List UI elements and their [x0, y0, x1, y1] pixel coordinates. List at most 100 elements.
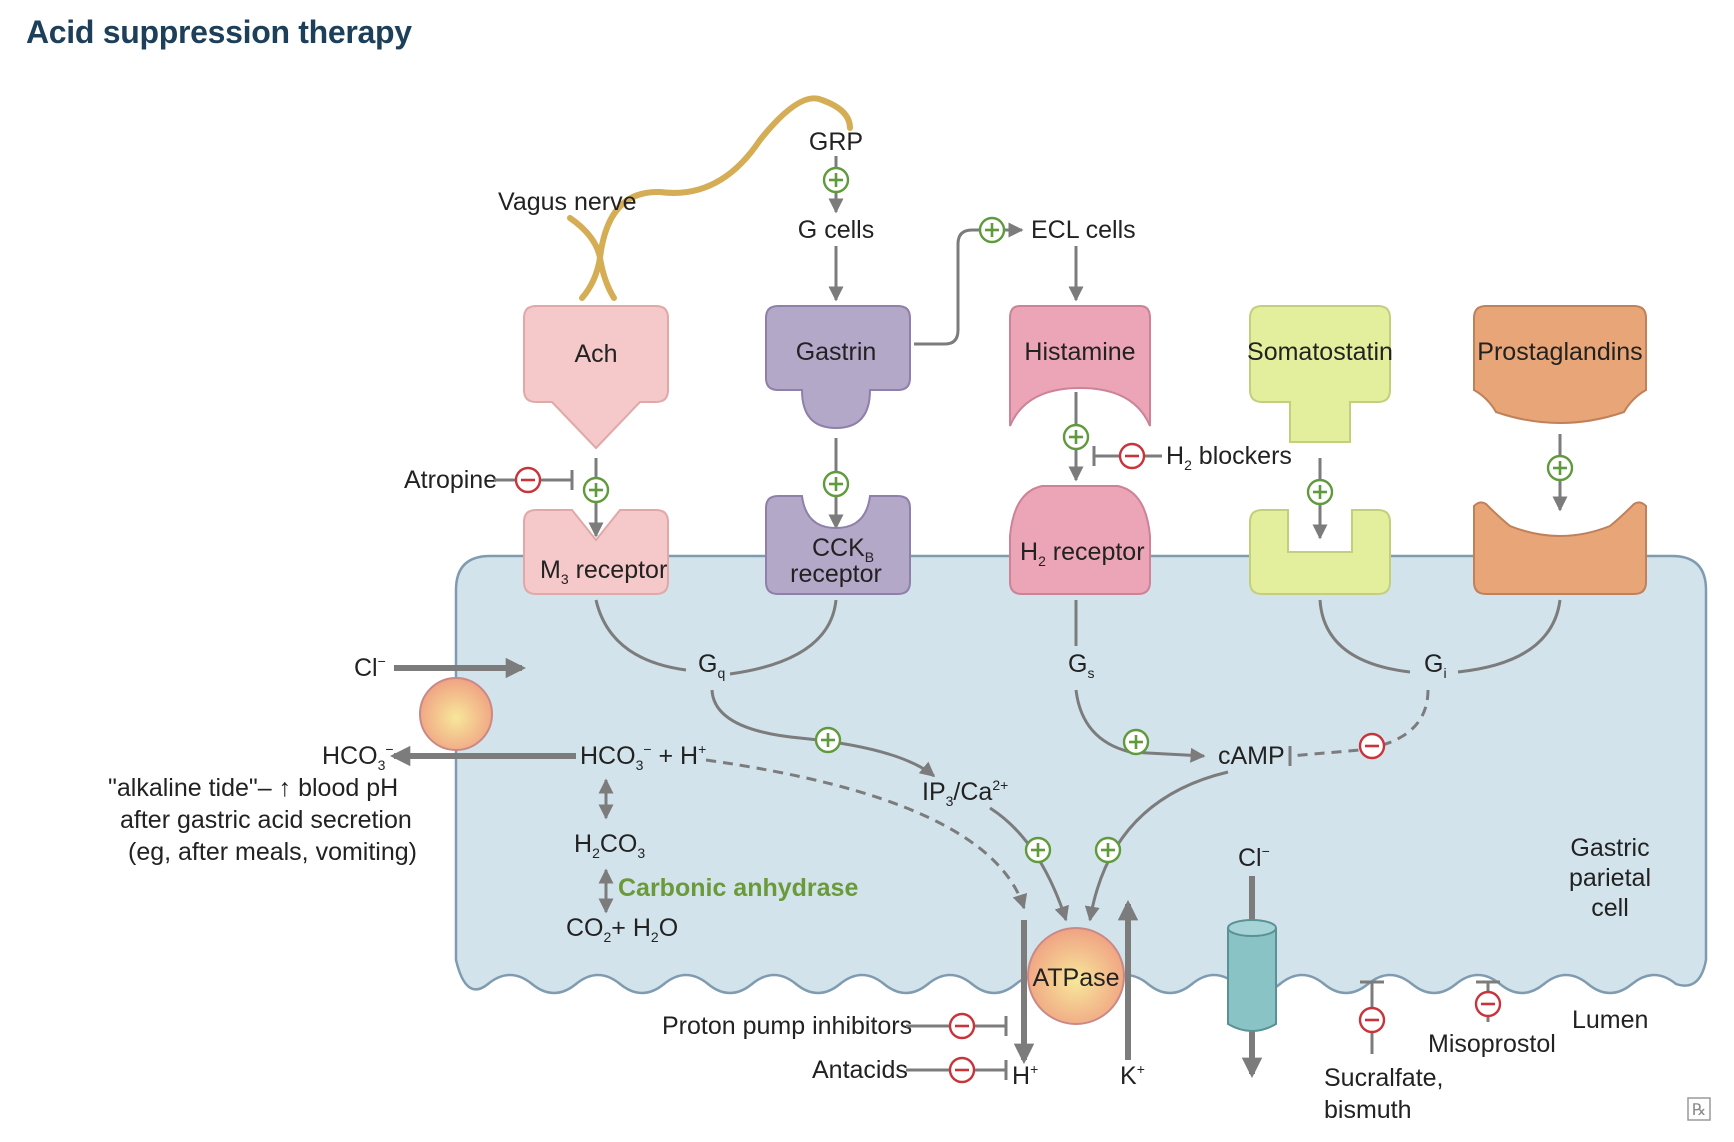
cell-label-3: cell	[1591, 894, 1629, 922]
ach-label: Ach	[574, 340, 617, 368]
co2-h: + H	[611, 914, 651, 942]
h2-blocker-sub: 2	[1184, 457, 1192, 473]
h2-blocker-rest: blockers	[1192, 442, 1292, 470]
h-to-atpase-dashed-arrow	[705, 758, 1028, 910]
ip3-sup: 2+	[992, 777, 1008, 793]
svg-text:"alkaline tide"– ↑ blood pH: "alkaline tide"– ↑ blood pH	[108, 774, 398, 802]
plus-icon	[582, 476, 610, 504]
cl-in-label: Cl	[354, 654, 378, 682]
svg-text:Gq: Gq	[698, 650, 725, 681]
g-cells-label: G cells	[798, 216, 874, 244]
m3-rest: receptor	[569, 556, 668, 584]
atpase-pump	[1027, 927, 1125, 1025]
plus-icon	[1122, 728, 1150, 756]
m3-label: M	[540, 556, 561, 584]
cl-in-minus: −	[378, 653, 386, 669]
ppi-label: Proton pump inhibitors	[662, 1012, 912, 1040]
gi-label: G	[1424, 650, 1443, 678]
vagus-nerve-label: Vagus nerve	[498, 188, 637, 216]
plus-icon	[822, 470, 850, 498]
plus-icon	[1094, 836, 1122, 864]
ssr-to-gi-line	[1318, 599, 1411, 674]
minus-icon	[1358, 1006, 1386, 1034]
cck-label: CCK	[812, 534, 865, 562]
gi-sub: i	[1443, 665, 1446, 681]
minus-icon	[948, 1012, 976, 1040]
cl-channel-minus: −	[1262, 843, 1270, 859]
h2-receptor	[1009, 485, 1151, 595]
h2co3-sub1: 2	[592, 845, 600, 861]
atropine-label: Atropine	[404, 466, 497, 494]
m3-receptor	[523, 509, 669, 595]
gq-label: G	[698, 650, 717, 678]
h2-sub: 2	[1038, 553, 1046, 569]
pgr-to-gi-line	[1457, 599, 1562, 674]
plus-icon	[1024, 836, 1052, 864]
hco3-out-label: HCO	[322, 742, 378, 770]
hco3-in-sub: 3	[636, 757, 644, 773]
minus-icon	[1358, 732, 1386, 760]
plus-icon	[822, 166, 850, 194]
co2-label: CO	[566, 914, 604, 942]
alkaline-line2: after gastric acid secretion	[120, 806, 412, 834]
plus-icon	[1062, 423, 1090, 451]
svg-text:℞: ℞	[1692, 1102, 1706, 1119]
svg-text:HCO3−: HCO3−	[322, 741, 394, 773]
h2co3-co: CO	[600, 830, 638, 858]
lumen-label: Lumen	[1572, 1006, 1648, 1034]
svg-text:Gi: Gi	[1424, 650, 1447, 681]
misoprostol-label: Misoprostol	[1428, 1030, 1556, 1058]
prostaglandins-label: Prostaglandins	[1477, 338, 1642, 366]
h-plus-sign: +	[1030, 1061, 1038, 1077]
hco3-in-label: HCO	[580, 742, 636, 770]
svg-text:M3 receptor: M3 receptor	[540, 556, 667, 587]
plus-h-sign: +	[698, 741, 706, 757]
cl-channel-label: Cl	[1238, 844, 1262, 872]
grp-label: GRP	[809, 128, 863, 156]
hco3-out-sub: 3	[378, 757, 386, 773]
somatostatin-receptor	[1249, 509, 1391, 595]
h2-label: H	[1020, 538, 1038, 566]
plus-icon	[814, 726, 842, 754]
h2co3-label: H	[574, 830, 592, 858]
plus-icon	[1306, 478, 1334, 506]
h2-blocker-label: H	[1166, 442, 1184, 470]
cl-channel	[1227, 919, 1277, 1032]
svg-text:H2 receptor: H2 receptor	[1020, 538, 1145, 569]
prostaglandin-receptor	[1473, 501, 1647, 595]
h2o-sub: 2	[651, 929, 659, 945]
h-plus-label: H	[1012, 1062, 1030, 1090]
svg-text:IP3/Ca2+: IP3/Ca2+	[922, 777, 1008, 809]
bismuth-label: bismuth	[1324, 1096, 1412, 1124]
svg-text:Cl−: Cl−	[354, 653, 386, 682]
carbonic-anhydrase-label: Carbonic anhydrase	[618, 874, 858, 902]
vagus-nerve-fork	[579, 255, 617, 301]
svg-text:K+: K+	[1120, 1061, 1145, 1090]
plus-icon	[1546, 454, 1574, 482]
histamine-ligand	[1009, 305, 1151, 427]
h2o-o: O	[659, 914, 678, 942]
camp-to-atpase-arrow	[1084, 770, 1229, 922]
page-title: Acid suppression therapy	[26, 14, 412, 50]
gs-label: G	[1068, 650, 1087, 678]
antacids-label: Antacids	[812, 1056, 908, 1084]
svg-text:H+: H+	[1012, 1061, 1038, 1090]
plus-h-label: + H	[652, 742, 699, 770]
h2-rest: receptor	[1046, 538, 1145, 566]
anion-exchanger	[419, 677, 493, 751]
sucralfate-label: Sucralfate,	[1324, 1064, 1444, 1092]
rx-watermark-icon: ℞	[1687, 1097, 1711, 1121]
minus-icon	[1474, 990, 1502, 1018]
cck-receptor-line2: receptor	[790, 560, 882, 588]
k-plus-sign: +	[1137, 1061, 1145, 1077]
minus-icon	[514, 466, 542, 494]
gastrin-to-ecl-arrow	[914, 222, 1024, 346]
m3-to-gq-line	[594, 599, 687, 672]
svg-text:Cl−: Cl−	[1238, 843, 1270, 872]
camp-label: cAMP	[1218, 742, 1285, 770]
alkaline-tide-label: "alkaline tide"–	[108, 774, 279, 802]
co2-sub: 2	[604, 929, 612, 945]
alkaline-line3: (eg, after meals, vomiting)	[128, 838, 417, 866]
hco3-in-minus: −	[643, 741, 651, 757]
histamine-label: Histamine	[1024, 338, 1135, 366]
